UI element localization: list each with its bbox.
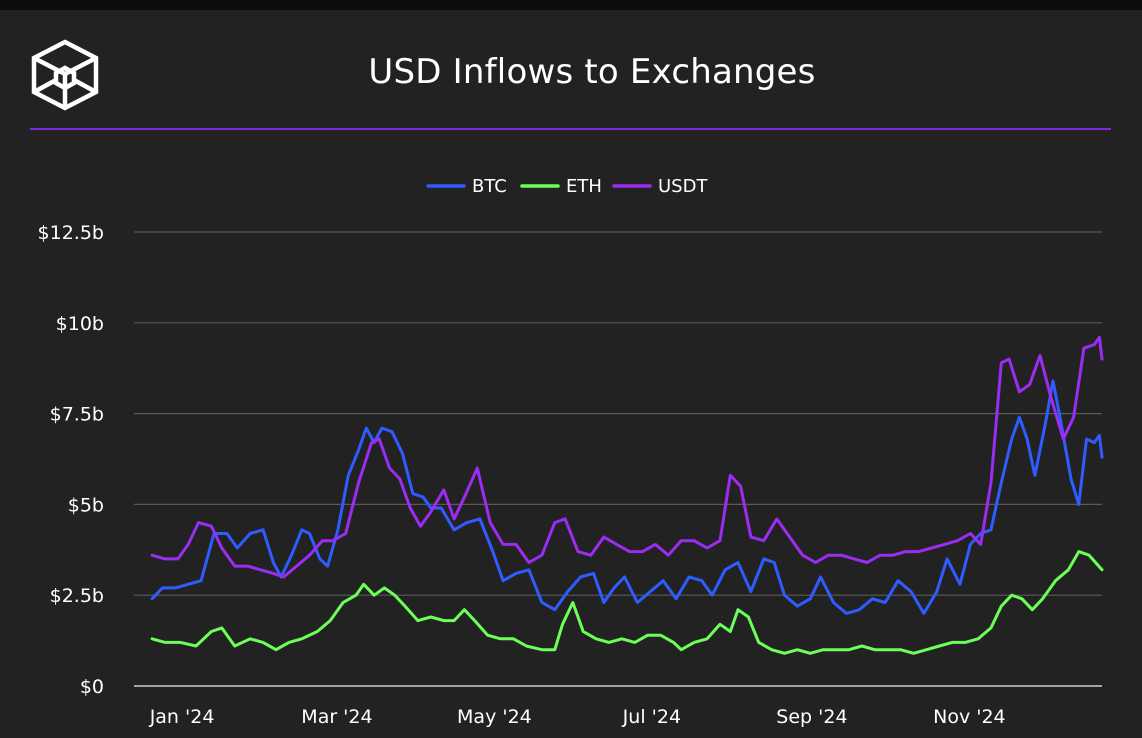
x-tick-label: Mar '24 [301, 706, 372, 728]
y-tick-label: $0 [80, 676, 104, 698]
series-line-btc [150, 379, 1104, 615]
legend: BTC ETH USDT [426, 176, 708, 197]
brand-logo-icon [31, 39, 99, 111]
grid-lines [134, 231, 1102, 687]
series-line-usdt [150, 335, 1104, 579]
x-tick-label: Nov '24 [933, 706, 1006, 728]
title-divider [30, 128, 1111, 130]
x-tick-label: Jan '24 [149, 706, 215, 728]
y-tick-label: $2.5b [50, 585, 104, 607]
x-tick-label: Sep '24 [776, 706, 847, 728]
legend-label-btc: BTC [472, 176, 507, 197]
x-tick-label: May '24 [457, 706, 532, 728]
y-axis-labels: $0 $2.5b $5b $7.5b $10b $12.5b [38, 222, 104, 698]
y-tick-label: $7.5b [50, 404, 104, 426]
x-axis-labels: Jan '24 Mar '24 May '24 Jul '24 Sep '24 Nov '… [149, 706, 1006, 728]
legend-label-eth: ETH [566, 176, 602, 197]
y-tick-label: $10b [56, 313, 104, 335]
y-tick-label: $5b [68, 494, 104, 516]
top-bar [0, 0, 1142, 10]
y-tick-label: $12.5b [38, 222, 104, 244]
series-line-eth [150, 550, 1104, 655]
x-tick-label: Jul '24 [622, 706, 681, 728]
page-title: USD Inflows to Exchanges [368, 52, 816, 92]
series-lines [150, 335, 1104, 655]
legend-label-usdt: USDT [658, 176, 708, 197]
